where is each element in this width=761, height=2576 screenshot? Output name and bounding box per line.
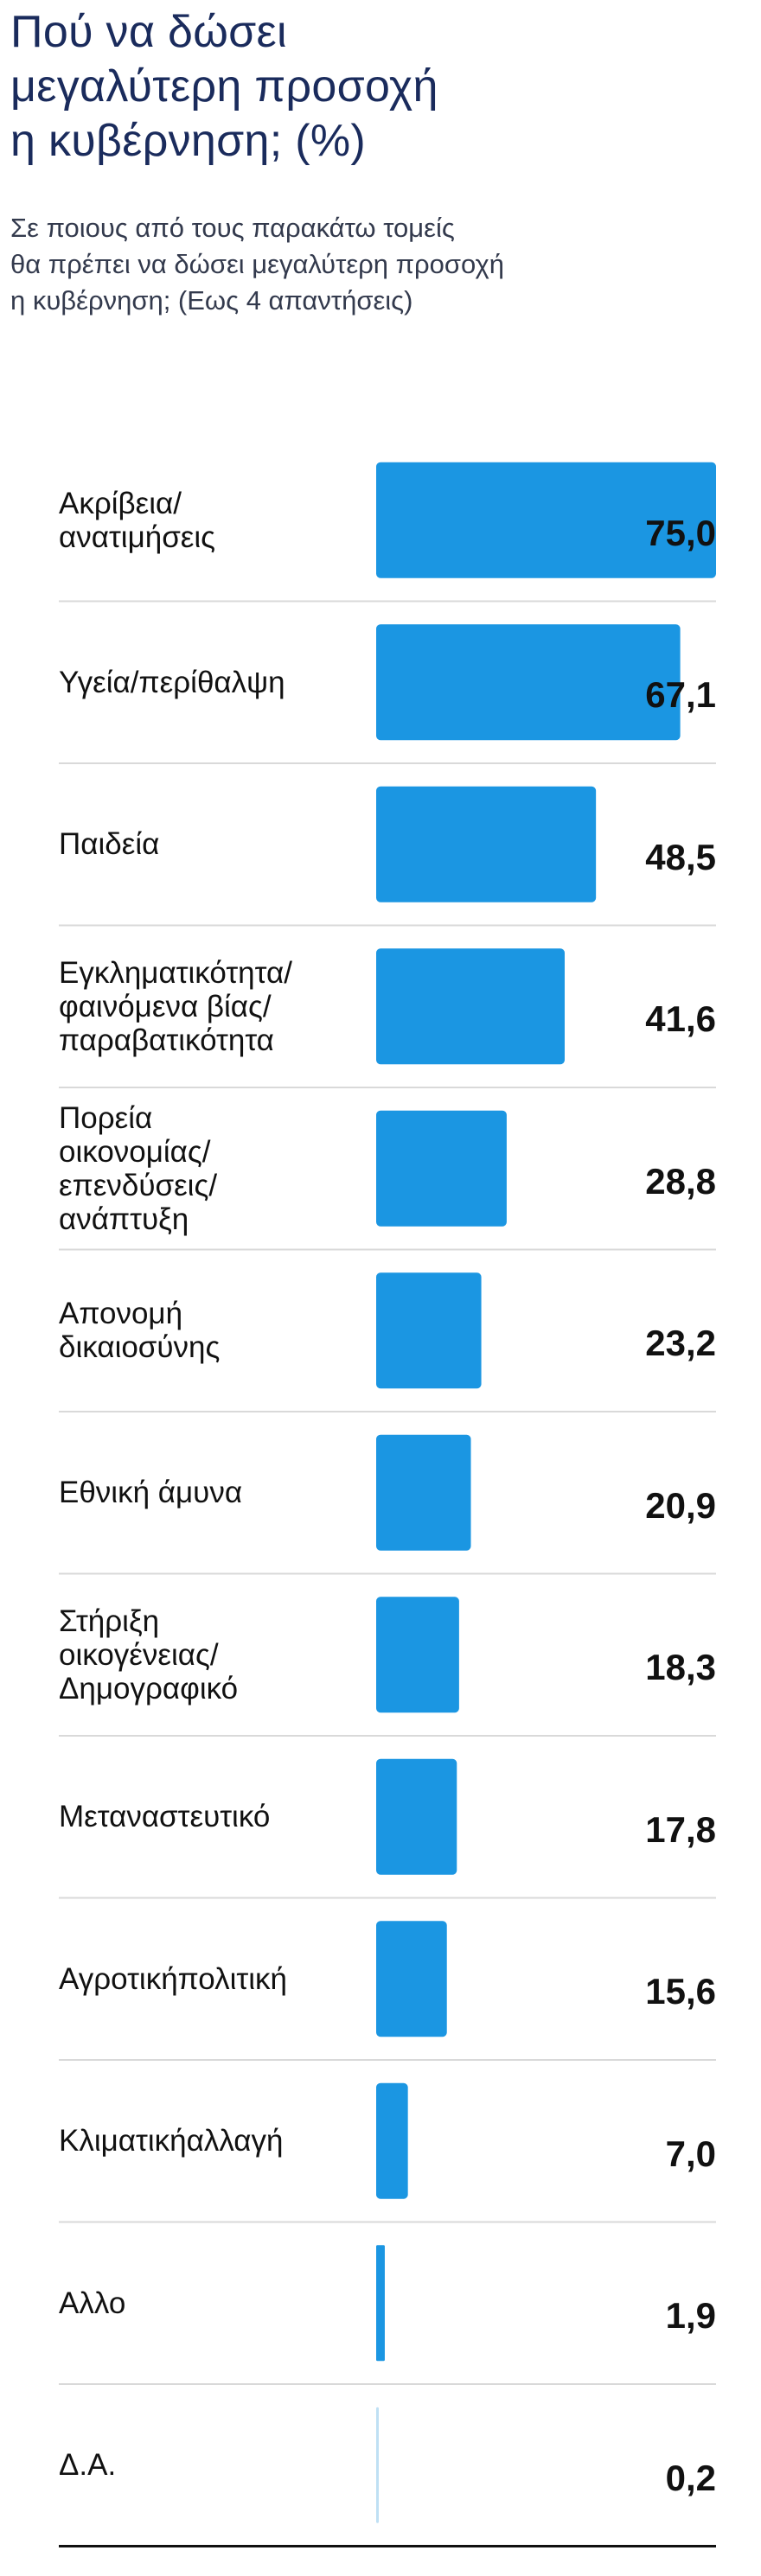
bar xyxy=(376,1597,459,1713)
chart-baseline xyxy=(59,2545,716,2547)
bar xyxy=(376,1110,507,1227)
category-label: Υγεία/περίθαλψη xyxy=(59,624,379,740)
category-label-line: παραβατικότητα xyxy=(59,1023,274,1057)
category-label: Κλιματικήαλλαγή xyxy=(59,2083,379,2199)
category-label: Απονομή δικαιοσύνης xyxy=(59,1272,379,1388)
bar xyxy=(376,1921,447,2037)
value-label: 0,2 xyxy=(665,2457,716,2498)
bar xyxy=(376,2082,408,2199)
bar xyxy=(376,624,681,741)
bar xyxy=(376,1434,471,1551)
category-label-line: δικαιοσύνης xyxy=(59,1330,221,1365)
category-label-line: Εθνική άμυνα xyxy=(59,1476,243,1510)
chart-title: Πού να δώσει μεγαλύτερη προσοχή η κυβέρν… xyxy=(10,5,754,169)
value-label: 1,9 xyxy=(665,2295,716,2337)
value-label: 15,6 xyxy=(645,1971,716,2012)
chart-subtitle-line: θα πρέπει να δώσει μεγαλύτερη προσοχή xyxy=(10,249,504,279)
chart-subtitle-line: η κυβέρνηση; (Εως 4 απαντήσεις) xyxy=(10,285,413,316)
category-label-line: Αγροτικήπολιτική xyxy=(59,1961,287,1996)
category-label: Αγροτικήπολιτική xyxy=(59,1921,379,2037)
category-label-line: οικογένειας/ xyxy=(59,1637,219,1672)
value-label: 48,5 xyxy=(645,836,716,877)
category-label-line: Αλλο xyxy=(59,2286,126,2320)
category-label-line: Κλιματικήαλλαγή xyxy=(59,2124,284,2158)
category-label-line: Ακρίβεια/ xyxy=(59,486,182,520)
value-label: 18,3 xyxy=(645,1647,716,1688)
category-label-line: Στήριξη xyxy=(59,1604,160,1638)
bar xyxy=(376,462,716,578)
category-label: Πορεία οικονομίας/επενδύσεις/ανάπτυξη xyxy=(59,1101,379,1236)
category-label: Στήριξη οικογένειας/Δημογραφικό xyxy=(59,1597,379,1712)
category-label-line: ανατιμήσεις xyxy=(59,520,216,554)
value-label: 67,1 xyxy=(645,674,716,716)
category-label: Εθνική άμυνα xyxy=(59,1435,379,1551)
category-label: Παιδεία xyxy=(59,787,379,902)
bar xyxy=(376,1758,457,1875)
value-label: 7,0 xyxy=(665,2133,716,2174)
category-label-line: Δ.Α. xyxy=(59,2448,117,2483)
chart-title-line: μεγαλύτερη προσοχή xyxy=(10,61,438,112)
category-label-line: οικονομίας/ xyxy=(59,1134,211,1169)
category-label-line: Παιδεία xyxy=(59,827,160,862)
bar xyxy=(376,948,565,1065)
category-label-line: Πορεία xyxy=(59,1100,153,1135)
chart-subtitle-line: Σε ποιους από τους παρακάτω τομείς xyxy=(10,213,455,243)
value-label: 23,2 xyxy=(645,1323,716,1364)
value-label: 41,6 xyxy=(645,998,716,1040)
bar xyxy=(376,1272,482,1389)
bar xyxy=(376,786,597,902)
chart-title-line: η κυβέρνηση; (%) xyxy=(10,116,366,166)
category-label-line: επενδύσεις/ xyxy=(59,1168,218,1202)
category-label: Ακρίβεια/ανατιμήσεις xyxy=(59,462,379,578)
value-label: 28,8 xyxy=(645,1160,716,1202)
category-label-line: Μεταναστευτικό xyxy=(59,1800,271,1834)
chart-subtitle: Σε ποιους από τους παρακάτω τομείς θα πρ… xyxy=(10,210,754,319)
value-label: 75,0 xyxy=(645,512,716,553)
category-label: Αλλο xyxy=(59,2245,379,2361)
category-label-line: Υγεία/περίθαλψη xyxy=(59,665,285,699)
category-label: Εγκληματικότητα/φαινόμενα βίας/παραβατικ… xyxy=(59,948,379,1064)
value-label: 20,9 xyxy=(645,1484,716,1526)
category-label-line: φαινόμενα βίας/ xyxy=(59,989,272,1023)
category-label: Δ.Α. xyxy=(59,2407,379,2523)
chart-title-line: Πού να δώσει xyxy=(10,7,287,57)
bar xyxy=(376,2407,379,2523)
category-label-line: Απονομή xyxy=(59,1297,183,1331)
category-label-line: Δημογραφικό xyxy=(59,1671,239,1706)
category-label-line: ανάπτυξη xyxy=(59,1202,189,1236)
category-label-line: Εγκληματικότητα/ xyxy=(59,955,292,990)
bar xyxy=(376,2245,385,2362)
category-label: Μεταναστευτικό xyxy=(59,1759,379,1875)
value-label: 17,8 xyxy=(645,1808,716,1850)
